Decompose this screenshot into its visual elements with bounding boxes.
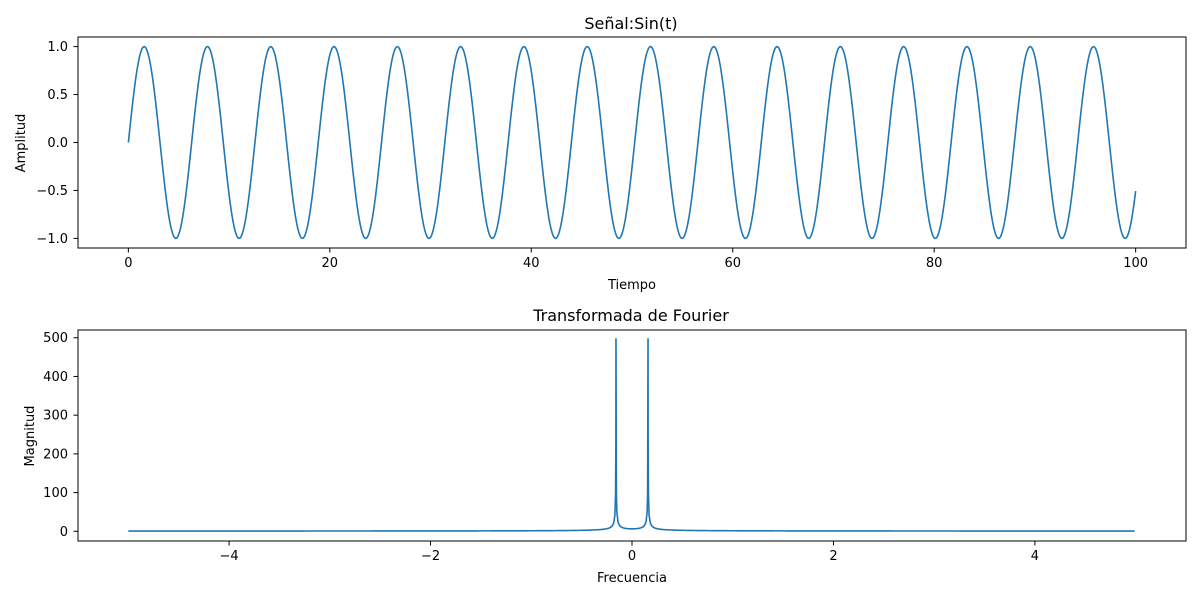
signal-y-tick-label: −1.0 [36,232,68,247]
signal-title: Señal:Sin(t) [584,14,677,33]
signal-x-tick-label: 40 [523,256,540,271]
fourier-x-tick-label: −4 [220,549,239,564]
fourier-x-tick-label: 2 [829,549,837,564]
signal-x-tick-label: 100 [1123,256,1148,271]
fourier-title: Transformada de Fourier [532,306,729,325]
signal-x-label: Tiempo [607,278,656,293]
fourier-y-tick-label: 300 [43,409,68,424]
fourier-line [128,338,1135,532]
fourier-x-tick-label: −2 [421,549,440,564]
fourier-x-ticks: −4 −2 0 2 4 [220,541,1039,564]
signal-y-tick-label: −0.5 [36,184,68,199]
signal-y-tick-label: 0.0 [47,136,68,151]
fourier-axes-frame [77,329,1187,542]
signal-line [127,45,1137,240]
signal-x-tick-label: 20 [322,256,339,271]
fourier-y-ticks: 0 100 200 300 400 500 [43,331,78,540]
fourier-y-tick-label: 100 [43,486,68,501]
fourier-y-tick-label: 500 [43,331,68,346]
fourier-subplot: Transformada de Fourier −4 −2 0 2 4 0 100 200 3… [23,306,1187,586]
signal-y-label: Amplitud [14,114,29,173]
fourier-x-tick-label: 0 [628,549,636,564]
signal-x-tick-label: 60 [724,256,741,271]
signal-x-tick-label: 0 [124,256,132,271]
signal-axes-frame [77,36,1187,249]
fourier-x-label: Frecuencia [597,571,667,586]
signal-y-ticks: −1.0 −0.5 0.0 0.5 1.0 [36,40,78,247]
signal-subplot: Señal:Sin(t) 0 20 40 60 80 100 −1.0 −0.5 0.0 0.5… [14,14,1187,293]
fourier-x-tick-label: 4 [1031,549,1039,564]
fourier-y-tick-label: 200 [43,447,68,462]
signal-x-ticks: 0 20 40 60 80 100 [124,248,1148,271]
signal-x-tick-label: 80 [926,256,943,271]
fourier-y-label: Magnitud [23,406,38,467]
signal-y-tick-label: 1.0 [47,40,68,55]
fourier-y-tick-label: 400 [43,370,68,385]
fourier-y-tick-label: 0 [60,525,68,540]
signal-y-tick-label: 0.5 [47,88,68,103]
